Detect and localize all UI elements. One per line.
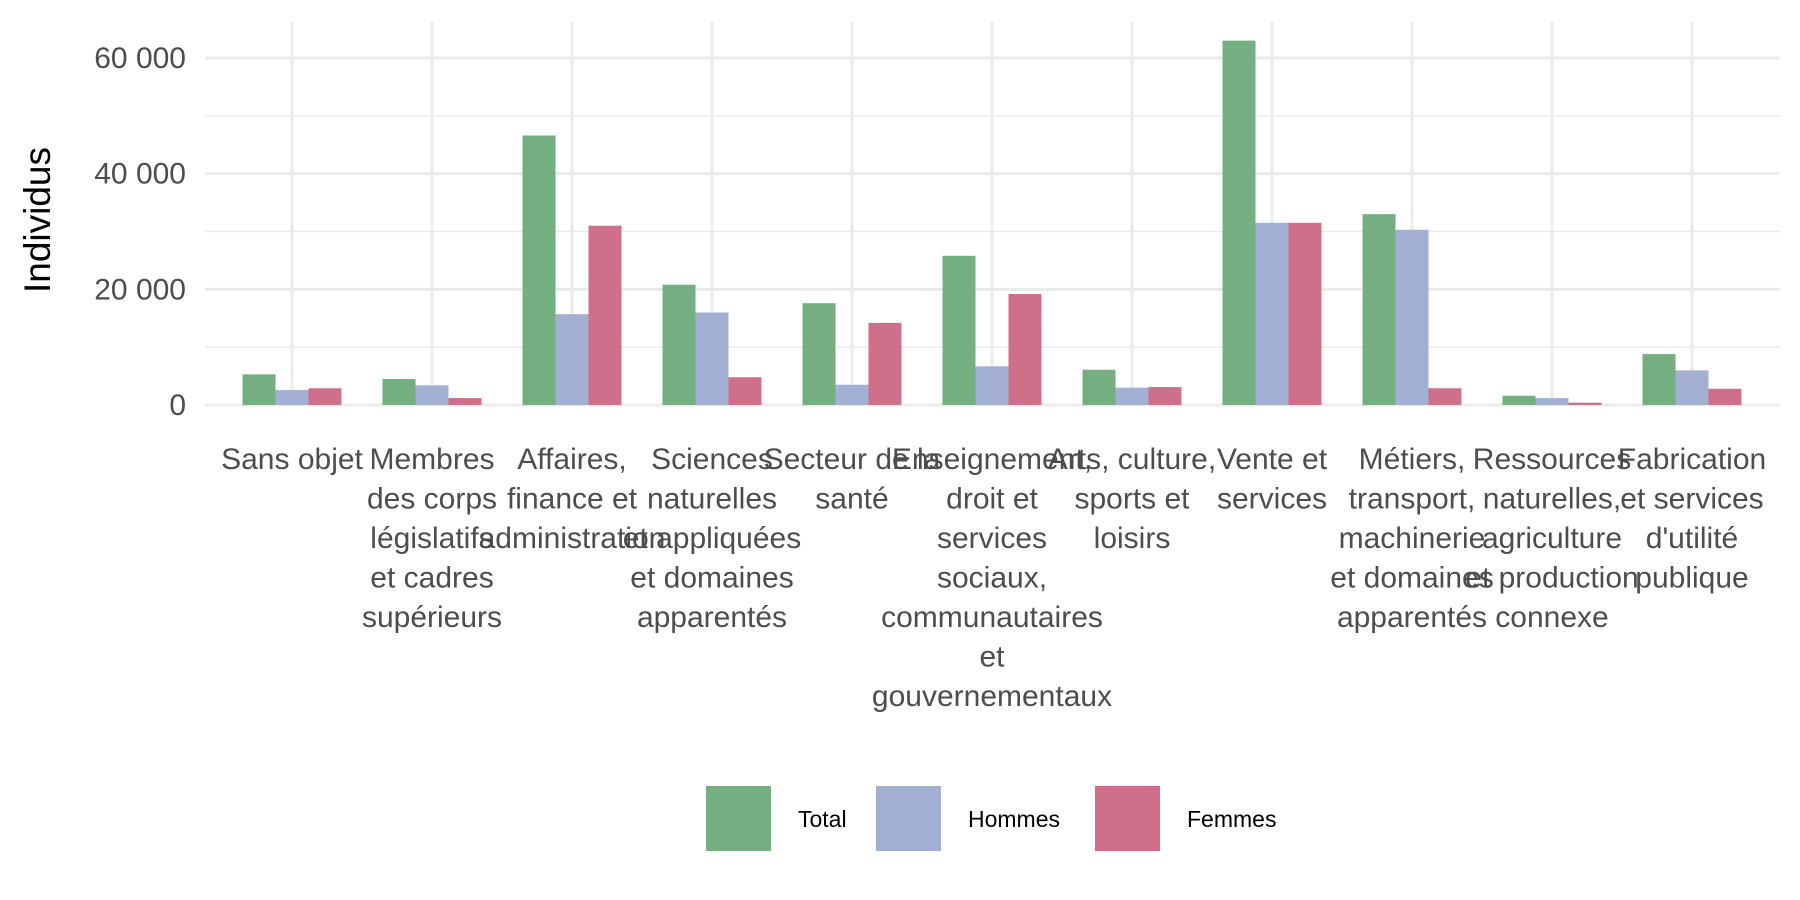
- y-tick-label: 60 000: [94, 42, 186, 75]
- bar-total-10: [1642, 354, 1676, 405]
- bar-femmes-3: [728, 377, 762, 405]
- bar-femmes-8: [1428, 388, 1462, 405]
- legend-label-femmes: Femmes: [1187, 806, 1276, 832]
- bar-hommes-10: [1675, 370, 1709, 405]
- bar-total-3: [662, 284, 696, 405]
- bar-total-8: [1362, 214, 1396, 405]
- y-axis-ticks: 0 20 000 40 000 60 000: [94, 42, 186, 422]
- bar-femmes-4: [868, 322, 902, 405]
- bar-hommes-6: [1115, 387, 1149, 405]
- bar-total-0: [242, 374, 276, 405]
- bar-hommes-9: [1535, 398, 1569, 405]
- x-tick-label: Sciences naturelles et appliquées et domain…: [623, 443, 801, 634]
- legend-label-hommes: Hommes: [968, 806, 1060, 832]
- legend-key-femmes: [1095, 786, 1160, 851]
- grid: [205, 22, 1780, 407]
- x-tick-label: Secteur de la santé: [764, 443, 941, 516]
- x-tick-label: Affaires, finance et administration: [479, 443, 666, 555]
- bar-hommes-8: [1395, 229, 1429, 405]
- bar-femmes-0: [308, 388, 342, 405]
- bar-femmes-7: [1288, 222, 1322, 405]
- bar-hommes-3: [695, 312, 729, 405]
- bar-hommes-4: [835, 384, 869, 405]
- legend: Total Hommes Femmes: [706, 786, 1276, 851]
- bar-femmes-6: [1148, 387, 1182, 405]
- bar-hommes-5: [975, 366, 1009, 405]
- x-tick-label: Enseignement, droit et services sociaux, com…: [872, 443, 1112, 713]
- bar-femmes-1: [448, 398, 482, 405]
- x-tick-label: Vente et services: [1217, 443, 1328, 516]
- x-axis-ticks: Sans objet Membres des corps législatifs et …: [221, 443, 1766, 713]
- bar-femmes-2: [588, 225, 622, 405]
- bar-total-9: [1502, 395, 1536, 405]
- legend-key-hommes: [876, 786, 941, 851]
- bar-total-2: [522, 135, 556, 405]
- y-tick-label: 0: [169, 389, 186, 422]
- bar-total-6: [1082, 369, 1116, 405]
- x-tick-label: Sans objet: [221, 443, 363, 476]
- bar-hommes-7: [1255, 222, 1289, 405]
- bar-hommes-1: [415, 385, 449, 405]
- bar-femmes-10: [1708, 388, 1742, 405]
- bar-total-1: [382, 378, 416, 405]
- bars: [242, 40, 1742, 406]
- bar-total-7: [1222, 40, 1256, 406]
- y-tick-label: 40 000: [94, 158, 186, 191]
- bar-total-5: [942, 255, 976, 405]
- x-tick-label: Membres des corps législatifs et cadres supé…: [362, 443, 502, 634]
- x-tick-label: Ressources naturelles, agriculture et produ…: [1465, 443, 1638, 634]
- bar-femmes-9: [1568, 402, 1602, 405]
- bar-hommes-0: [275, 389, 309, 405]
- bar-total-4: [802, 303, 836, 405]
- legend-label-total: Total: [798, 806, 847, 832]
- y-tick-label: 20 000: [94, 273, 186, 306]
- x-tick-label: Arts, culture, sports et loisirs: [1048, 443, 1216, 555]
- bar-femmes-5: [1008, 293, 1042, 405]
- legend-key-total: [706, 786, 771, 851]
- x-tick-label: Métiers, transport, machinerie et domaines a…: [1330, 443, 1493, 634]
- y-axis-title: Individus: [17, 147, 58, 293]
- x-tick-label: Fabrication et services d'utilité publique: [1618, 443, 1766, 595]
- bar-hommes-2: [555, 314, 589, 405]
